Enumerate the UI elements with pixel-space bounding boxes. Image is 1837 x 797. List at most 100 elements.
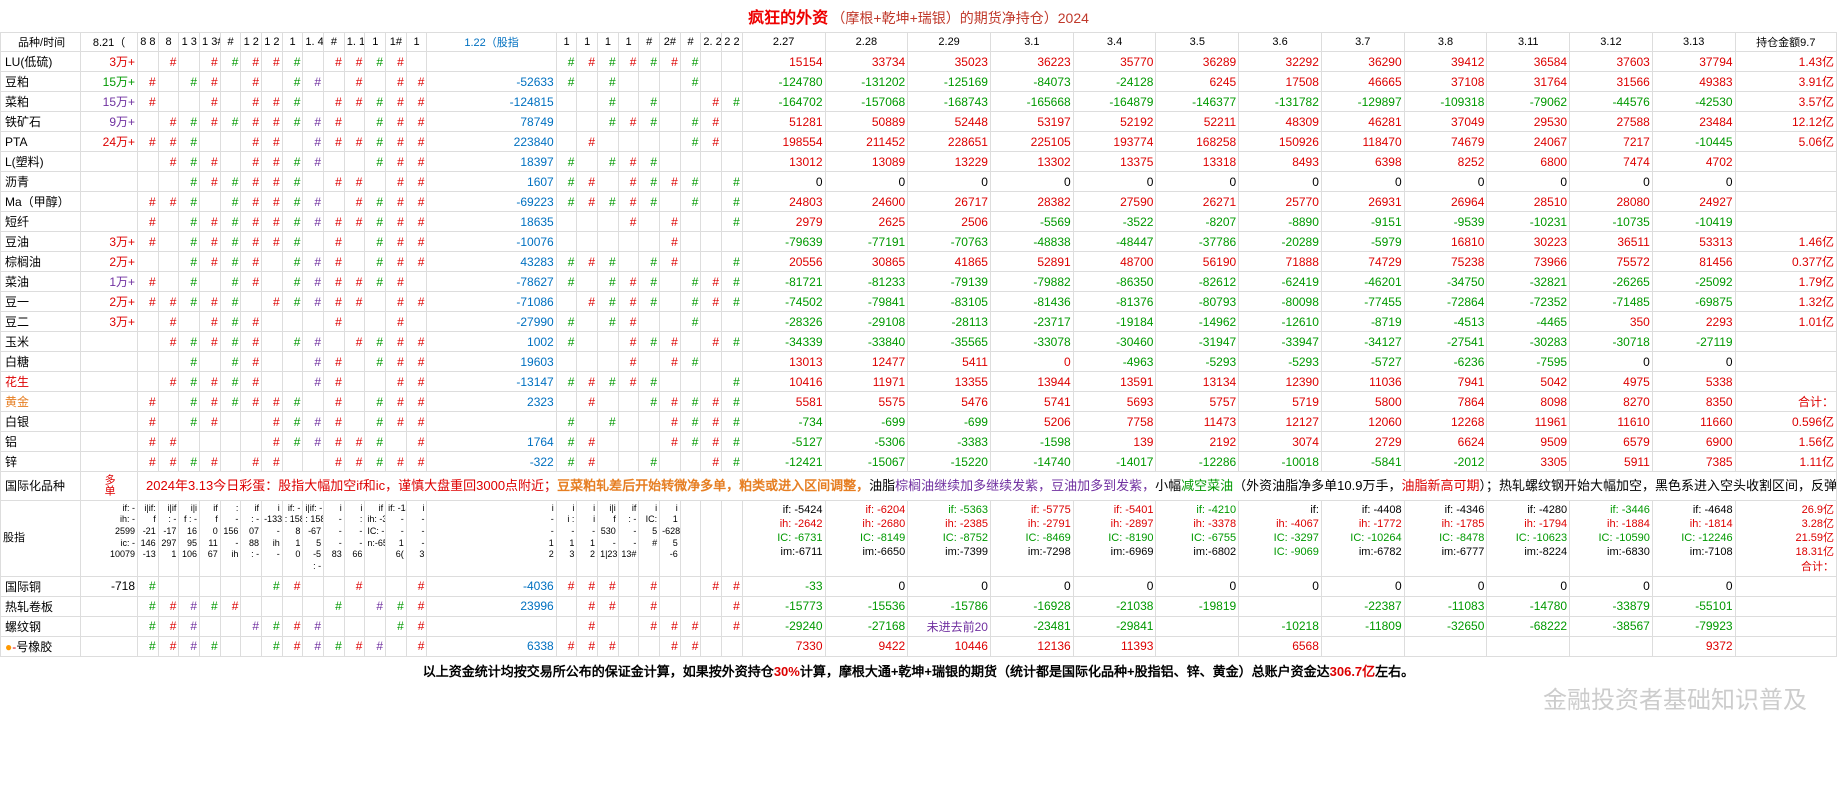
data-cell: 0 [1404, 172, 1487, 192]
data-cell: 31764 [1487, 72, 1570, 92]
title-sub: （摩根+乾坤+瑞银）的期货净持仓）2024 [831, 10, 1089, 26]
data-cell: 4975 [1570, 372, 1653, 392]
data-cell: 0 [1652, 172, 1735, 192]
data-cell: 228651 [908, 132, 991, 152]
data-cell: 27590 [1073, 192, 1156, 212]
data-cell: 0 [1652, 352, 1735, 372]
data-cell: -1598 [990, 432, 1073, 452]
data-cell: 0 [825, 172, 908, 192]
header-cell: 3.11 [1487, 33, 1570, 52]
row-pos: 9万+ [81, 112, 138, 132]
watermark: 金融投资者基础知识普及 [1543, 680, 1807, 715]
stockidx-cell: if: -5363ih: -2385IC: -8752im:-7399 [908, 500, 991, 576]
row-name: 豆一 [1, 292, 81, 312]
data-cell: -9151 [1321, 212, 1404, 232]
header-cell: 1# [386, 33, 407, 52]
data-cell: -82612 [1156, 272, 1239, 292]
header-cell: 1 [282, 33, 303, 52]
stockidx-cell: if: -5424ih: -2642IC: -6731im:-6711 [742, 500, 825, 576]
hold-value: 1.11亿 [1735, 452, 1836, 472]
data-cell: 81456 [1652, 252, 1735, 272]
data-cell: 32292 [1239, 52, 1322, 72]
data-cell: 56190 [1156, 252, 1239, 272]
data-cell: -79841 [825, 292, 908, 312]
data-cell: 5575 [825, 392, 908, 412]
row-pos: 2万+ [81, 292, 138, 312]
data-cell: -8890 [1239, 212, 1322, 232]
row-name: 白银 [1, 412, 81, 432]
data-cell: -6236 [1404, 352, 1487, 372]
data-cell: 48309 [1239, 112, 1322, 132]
data-cell: -4513 [1404, 312, 1487, 332]
data-cell: 13302 [990, 152, 1073, 172]
data-cell: 6624 [1404, 432, 1487, 452]
data-cell: -27541 [1404, 332, 1487, 352]
data-cell: -5979 [1321, 232, 1404, 252]
data-cell: 0 [908, 172, 991, 192]
data-cell: 35023 [908, 52, 991, 72]
data-cell: 13089 [825, 152, 908, 172]
data-cell: -164879 [1073, 92, 1156, 112]
header-cell: 1.22（股指 [427, 33, 556, 52]
data-cell: 24600 [825, 192, 908, 212]
row-pos: 3万+ [81, 232, 138, 252]
data-cell: 0 [1156, 172, 1239, 192]
data-cell: 33734 [825, 52, 908, 72]
stockidx-cell: if: -6204ih: -2680IC: -8149im:-6650 [825, 500, 908, 576]
mid-value: 1764 [427, 432, 556, 452]
hold-value: 合计： [1735, 392, 1836, 412]
data-cell: 52211 [1156, 112, 1239, 132]
data-cell: -8207 [1156, 212, 1239, 232]
hold-value: 5.06亿 [1735, 132, 1836, 152]
header-cell: 3.12 [1570, 33, 1653, 52]
hold-value [1735, 212, 1836, 232]
data-cell: -72864 [1404, 292, 1487, 312]
stockidx-cell: if: -4408ih: -1772IC: -10264im:-6782 [1321, 500, 1404, 576]
row-name: 菜粕 [1, 92, 81, 112]
data-cell: -62419 [1239, 272, 1322, 292]
data-cell: -81436 [990, 292, 1073, 312]
header-cell: 3.8 [1404, 33, 1487, 52]
data-cell: -84073 [990, 72, 1073, 92]
hold-value: 3.91亿 [1735, 72, 1836, 92]
data-cell: 0 [990, 172, 1073, 192]
page-title: 疯狂的外资 （摩根+乾坤+瑞银）的期货净持仓）2024 [0, 0, 1837, 32]
data-cell: 8098 [1487, 392, 1570, 412]
data-cell: 8350 [1652, 392, 1735, 412]
row-pos [81, 392, 138, 412]
data-cell: 350 [1570, 312, 1653, 332]
hold-value: 3.57亿 [1735, 92, 1836, 112]
row-pos [81, 332, 138, 352]
data-cell: 0 [1073, 172, 1156, 192]
data-cell: 193774 [1073, 132, 1156, 152]
data-cell: -35565 [908, 332, 991, 352]
data-cell: -168743 [908, 92, 991, 112]
data-cell: -71485 [1570, 292, 1653, 312]
header-cell: 3.1 [990, 33, 1073, 52]
header-cell: 2.28 [825, 33, 908, 52]
data-cell: 8252 [1404, 152, 1487, 172]
header-cell: 3.13 [1652, 33, 1735, 52]
data-cell: -9539 [1404, 212, 1487, 232]
data-cell: -12421 [742, 452, 825, 472]
data-cell: -46201 [1321, 272, 1404, 292]
data-cell: -48838 [990, 232, 1073, 252]
data-cell: -10445 [1652, 132, 1735, 152]
data-cell: 4702 [1652, 152, 1735, 172]
data-cell: -77191 [825, 232, 908, 252]
data-cell: 41865 [908, 252, 991, 272]
stockidx-cell: 26.9亿3.28亿21.59亿18.31亿合计： [1735, 500, 1836, 576]
data-cell: 13013 [742, 352, 825, 372]
data-cell: -734 [742, 412, 825, 432]
data-cell: 150926 [1239, 132, 1322, 152]
header-cell: 1 3 [179, 33, 200, 52]
header-cell: # [680, 33, 701, 52]
hold-value: 1.46亿 [1735, 232, 1836, 252]
data-cell: -29108 [825, 312, 908, 332]
data-cell: 51281 [742, 112, 825, 132]
data-cell: 3074 [1239, 432, 1322, 452]
data-cell: -37786 [1156, 232, 1239, 252]
hold-value: 0.377亿 [1735, 252, 1836, 272]
data-cell: 139 [1073, 432, 1156, 452]
data-cell: 36223 [990, 52, 1073, 72]
